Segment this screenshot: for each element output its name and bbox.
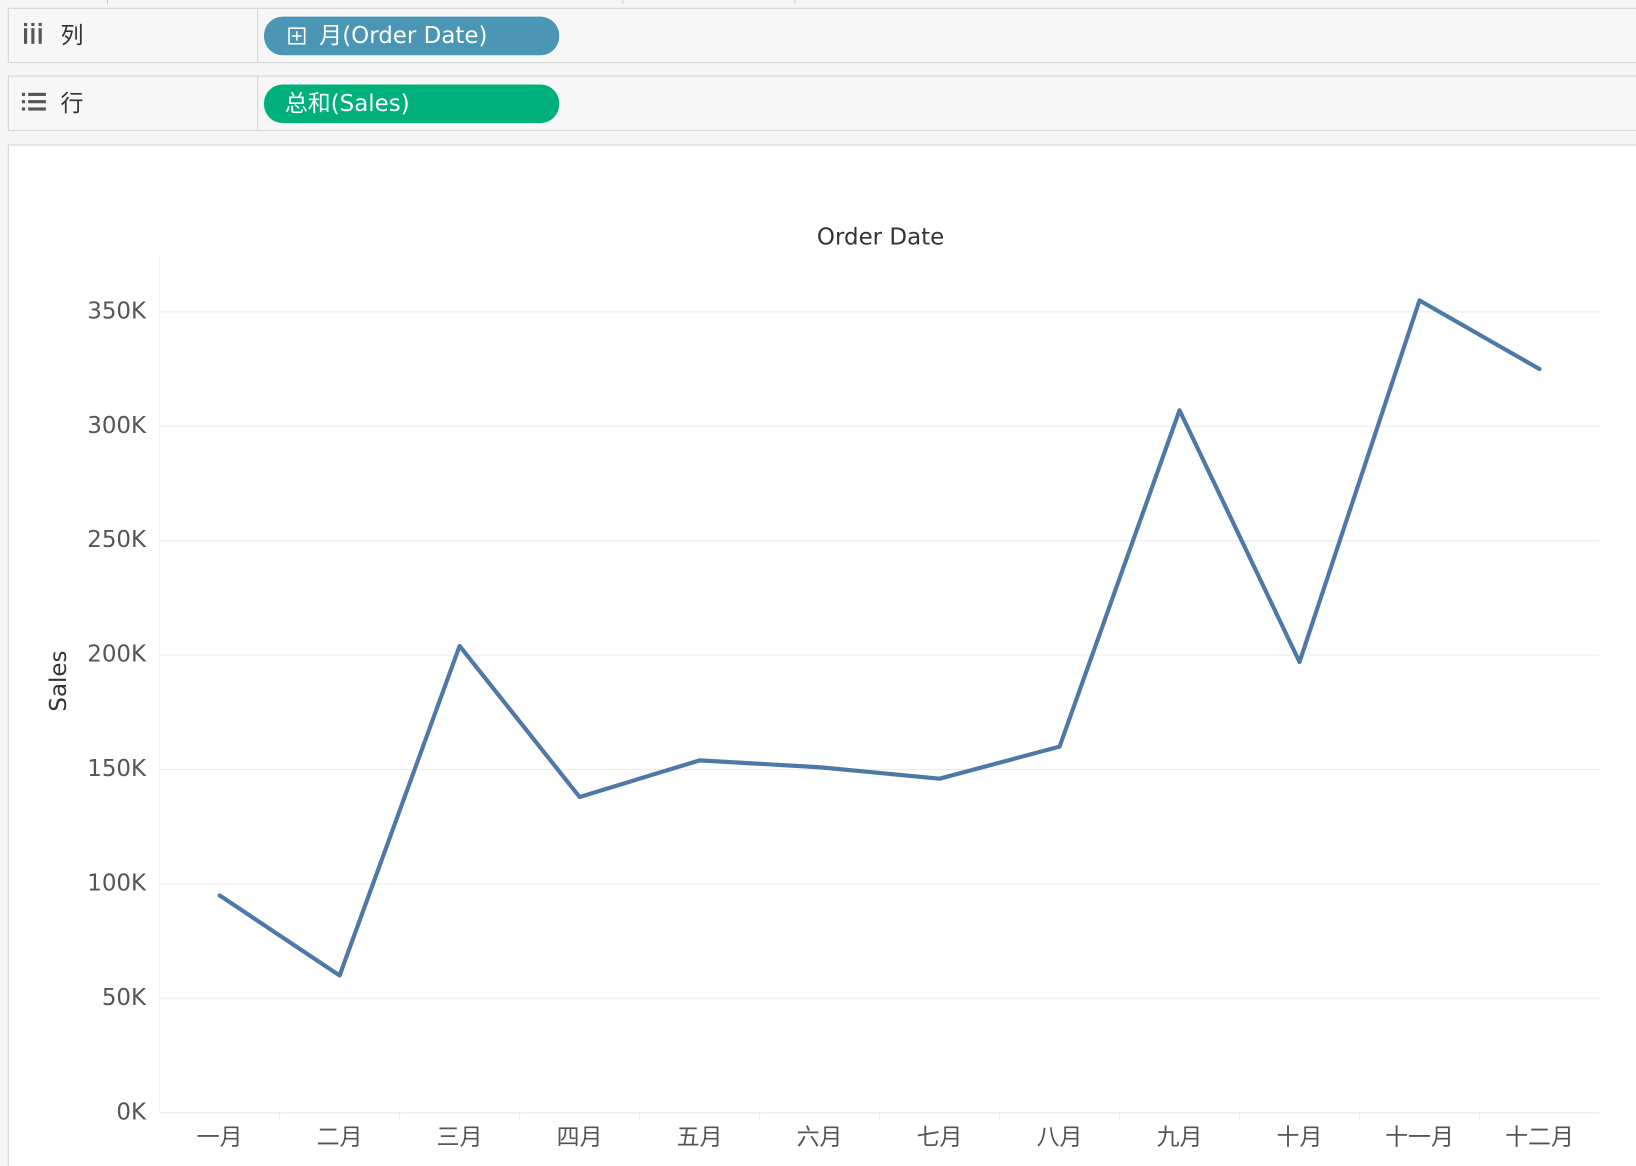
x-tick-label: 九月 [1157, 1124, 1203, 1150]
shelf-label: 行 [61, 91, 84, 117]
x-tick-label: 四月 [557, 1124, 603, 1150]
x-tick-label: 五月 [677, 1124, 723, 1150]
x-tick-label: 十二月 [1505, 1124, 1574, 1150]
expand-icon[interactable] [288, 27, 306, 45]
x-tick-label: 三月 [437, 1124, 483, 1150]
x-tick-label: 十一月 [1385, 1124, 1454, 1150]
x-tick-label: 七月 [917, 1124, 963, 1150]
pill-text: 月(Order Date) [319, 23, 487, 49]
x-tick-label: 八月 [1037, 1124, 1083, 1150]
x-tick-label: 二月 [317, 1124, 363, 1150]
pill[interactable] [263, 16, 560, 56]
y-tick-label: 250K [87, 527, 147, 553]
rows-shelf: 行 总和(Sales) [7, 75, 1636, 131]
y-axis-title: Sales [46, 651, 72, 712]
x-tick-label: 六月 [797, 1124, 843, 1150]
y-tick-label: 0K [116, 1099, 147, 1125]
shelf-box [7, 75, 1636, 131]
y-tick-label: 200K [87, 642, 147, 668]
x-tick-label: 十月 [1277, 1124, 1323, 1150]
chart-title: Order Date [817, 224, 944, 250]
pill-text: 总和(Sales) [285, 91, 410, 117]
columns-icon [23, 22, 42, 44]
y-tick-label: 50K [102, 985, 147, 1011]
shelf-box [7, 7, 1636, 64]
y-tick-label: 150K [87, 756, 147, 782]
y-tick-label: 100K [87, 870, 147, 896]
rows-icon [21, 92, 46, 111]
expand-icon [292, 31, 302, 41]
pill[interactable] [263, 84, 560, 124]
y-tick-label: 300K [87, 413, 147, 439]
y-tick-label: 350K [87, 298, 147, 324]
data-line [217, 298, 1542, 978]
shelf-label: 列 [61, 23, 84, 49]
x-tick-label: 一月 [197, 1124, 243, 1150]
columns-shelf: 列 月(Order Date) [7, 7, 1636, 64]
